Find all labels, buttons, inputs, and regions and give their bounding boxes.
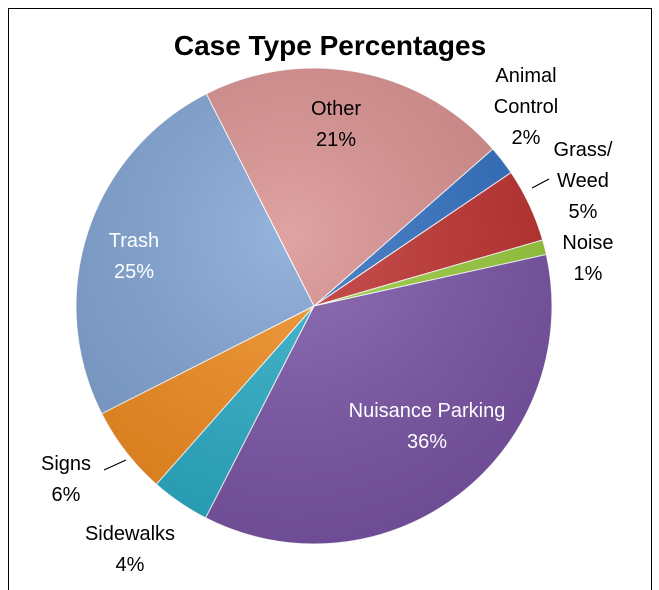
slice-value: 5%	[568, 201, 598, 223]
slice-value: 4%	[115, 554, 145, 576]
slice-value: 25%	[113, 261, 155, 283]
chart-title: Case Type Percentages	[173, 30, 487, 61]
slice-label: Nuisance Parking 36%	[347, 396, 507, 458]
slice-label: Grass/ Weed 5%	[543, 135, 623, 228]
slice-label: Other 21%	[291, 94, 381, 156]
slice-value: 1%	[573, 263, 603, 285]
slice-label: Noise 1%	[548, 228, 628, 290]
chart-border	[8, 8, 652, 590]
slice-name: Noise	[562, 232, 614, 254]
slice-value: 36%	[406, 431, 448, 453]
slice-name: Animal Control	[493, 65, 559, 118]
slice-name: Nuisance Parking	[348, 400, 506, 422]
slice-label: Trash 25%	[89, 226, 179, 288]
slice-name: Grass/ Weed	[553, 139, 613, 192]
slice-value: 6%	[51, 484, 81, 506]
slice-name: Trash	[108, 230, 160, 252]
slice-name: Other	[310, 98, 362, 120]
slice-value: 21%	[315, 129, 357, 151]
slice-name: Signs	[40, 453, 92, 475]
slice-label: Signs 6%	[31, 449, 101, 511]
slice-value: 2%	[511, 127, 541, 149]
slice-name: Sidewalks	[84, 523, 176, 545]
leader-line	[531, 178, 550, 189]
slice-label: Sidewalks 4%	[65, 519, 195, 581]
slice-label: Animal Control 2%	[481, 61, 571, 154]
leader-line	[103, 459, 127, 471]
